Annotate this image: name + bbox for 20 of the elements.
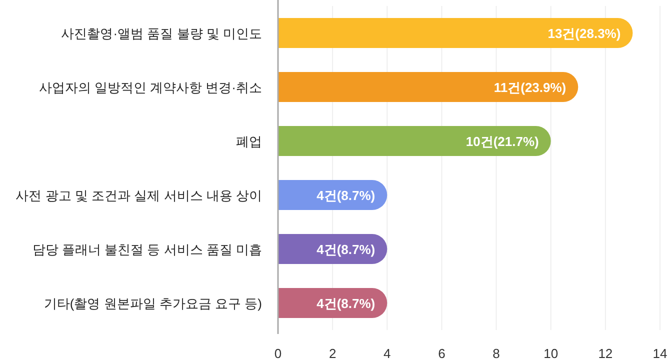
value-label: 4건(8.7%) (316, 188, 376, 203)
xtick: 0 (274, 346, 282, 361)
value-label: 10건(21.7%) (466, 134, 539, 149)
category: 폐업 (236, 134, 262, 149)
xtick: 10 (544, 346, 558, 361)
xtick: 4 (384, 346, 391, 361)
value-label: 11건(23.9%) (494, 80, 566, 95)
xtick: 8 (492, 346, 500, 361)
xtick: 2 (328, 346, 336, 361)
value-label: 4건(8.7%) (316, 296, 376, 311)
xtick: 12 (598, 346, 613, 361)
xtick: 14 (652, 346, 668, 361)
category: 사업자의 일방적인 계약사항 변경·취소 (38, 80, 262, 95)
xtick: 6 (438, 346, 446, 361)
value-label: 4건(8.7%) (316, 242, 376, 257)
category: 사진촬영·앨범 품질 불량 및 미인도 (61, 26, 262, 41)
category: 사전 광고 및 조건과 실제 서비스 내용 상이 (16, 188, 262, 203)
category: 기타(촬영 원본파일 추가요금 요구 등) (44, 296, 262, 311)
category: 담당 플래너 불친절 등 서비스 품질 미흡 (32, 242, 262, 257)
value-label: 13건(28.3%) (548, 26, 621, 41)
